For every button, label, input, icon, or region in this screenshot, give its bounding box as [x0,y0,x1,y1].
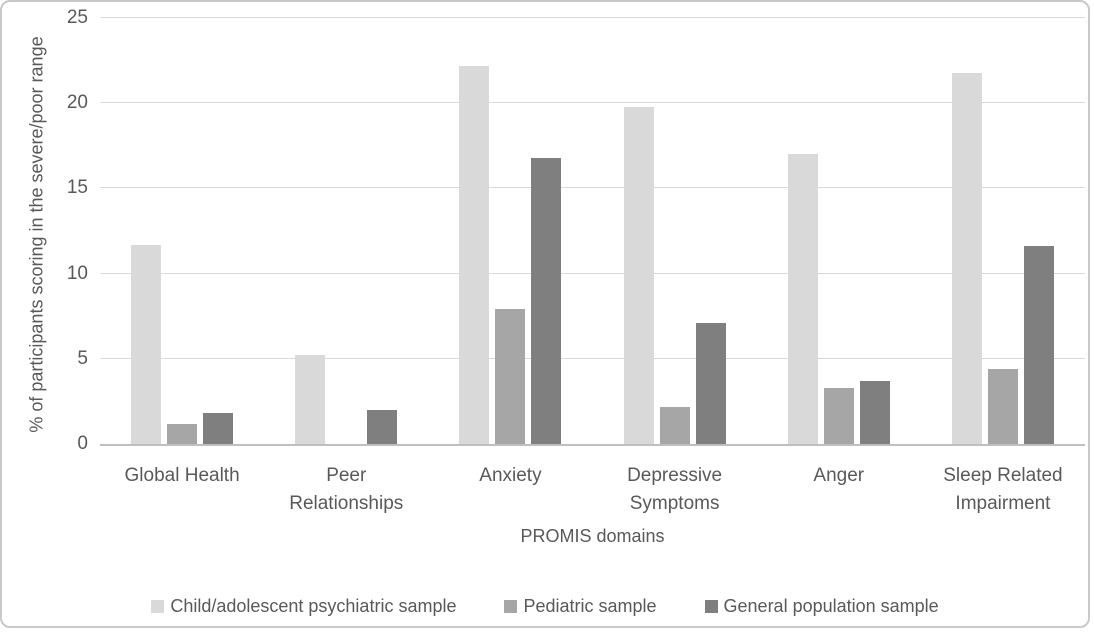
bar [823,387,854,444]
y-tick-label: 0 [77,433,88,454]
bar-groups [100,18,1085,444]
bar [787,154,818,444]
y-tick-label: 10 [66,262,88,284]
gridline [100,187,1085,189]
y-tick-label: 25 [66,7,88,28]
legend-swatch-icon [504,600,518,613]
bar [367,409,398,444]
legend-label: Pediatric sample [523,596,657,616]
y-tick-label: 20 [66,92,88,114]
bar [203,413,234,444]
bar-group-anger [757,18,921,444]
bar [495,309,526,444]
bar-group-sleep-related-impairment [921,18,1085,444]
bar [695,323,726,444]
gridline [100,17,1085,18]
x-tick-label: Sleep Related Impairment [943,465,1063,514]
bar-group-peer-relationships [264,18,428,444]
bar [531,157,562,444]
plot-area [100,17,1085,446]
bar [859,380,890,444]
bar [131,244,162,444]
bar [951,72,982,444]
bar [659,406,690,444]
x-tick-label: Anxiety [479,465,542,486]
bar-group-depressive-symptoms [593,18,757,444]
legend: Child/adolescent psychiatric sample Pedia… [2,596,1088,617]
bar [167,423,198,444]
y-tick-label: 5 [77,347,88,369]
bar [623,106,654,444]
legend-swatch-icon [704,600,718,613]
legend-label: General population sample [723,596,939,616]
x-axis-title: PROMIS domains [520,526,665,546]
gridline [100,102,1085,104]
gridline [100,357,1085,359]
bar [295,355,326,444]
y-tick-label: 15 [66,177,88,199]
gridline [100,272,1085,274]
legend-item: General population sample [704,596,939,617]
x-axis-tick-labels: Global Health Peer Relationships Anxiety Dep… [100,462,1085,518]
x-tick-label: Anger [813,465,865,486]
x-tick-label: Peer Relationships [289,465,404,514]
legend-swatch-icon [151,600,165,613]
x-tick-label: Global Health [124,465,240,486]
bar-group-anxiety [428,18,592,444]
y-axis-title: % of participants scoring in the severe/… [26,36,47,433]
legend-item: Pediatric sample [504,596,657,617]
x-tick-label: Depressive Symptoms [627,465,723,514]
bar [1023,246,1054,444]
bar [987,369,1018,444]
bar [459,65,490,444]
bar-group-global-health [100,18,264,444]
legend-label: Child/adolescent psychiatric sample [170,596,457,616]
legend-item: Child/adolescent psychiatric sample [151,596,456,617]
